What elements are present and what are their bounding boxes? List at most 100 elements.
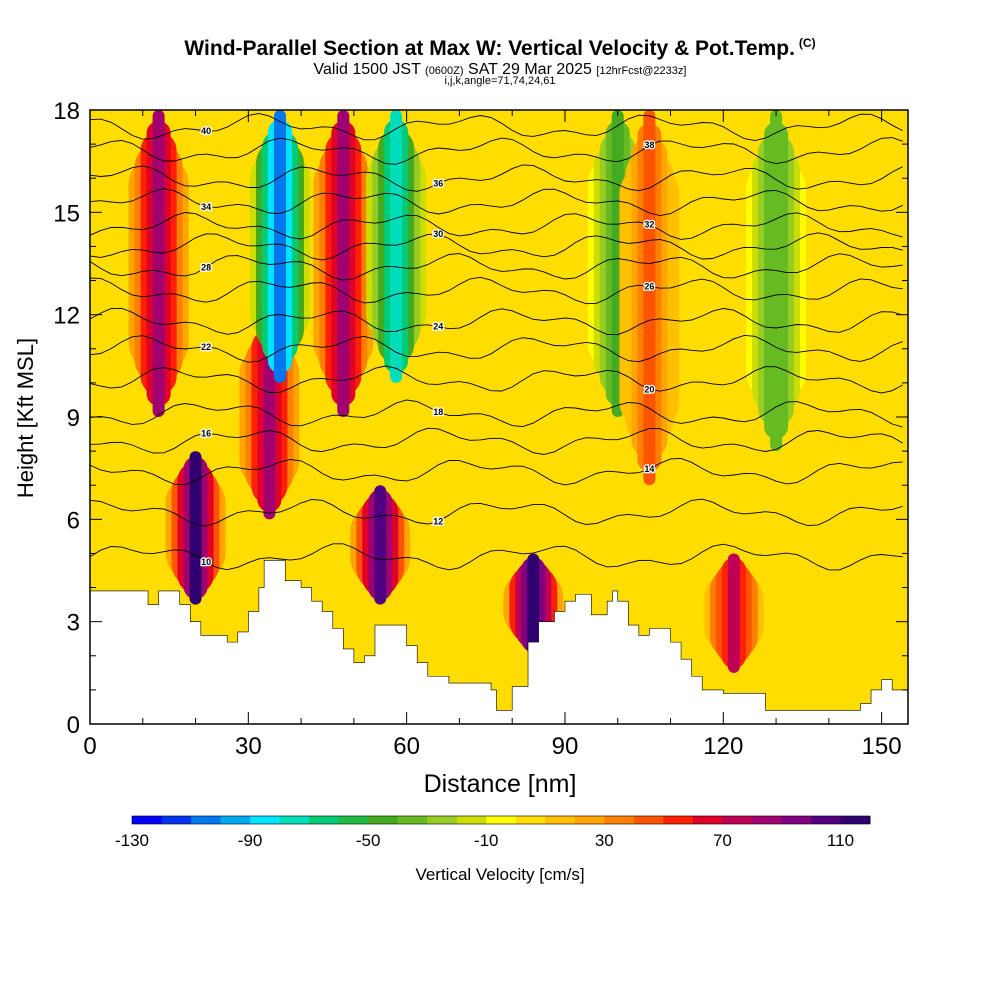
- colorbar-swatch: [338, 816, 369, 824]
- theta-contour-line: [90, 365, 903, 394]
- section-indices: i,j,k,angle=71,74,24,61: [444, 75, 556, 87]
- x-tick-label: 30: [235, 733, 262, 760]
- x-tick-label: 90: [552, 733, 579, 760]
- colorbar-swatch: [220, 816, 251, 824]
- theta-contour-label: 16: [201, 428, 211, 438]
- colorbar-swatch: [545, 816, 576, 824]
- chart-title: Wind-Parallel Section at Max W: Vertical…: [0, 36, 1000, 61]
- colorbar-swatch: [456, 816, 487, 824]
- w-cell-band: [337, 110, 350, 417]
- theta-contour-line: [90, 137, 903, 165]
- colorbar-swatch: [722, 816, 753, 824]
- colorbar-tick-label: -50: [356, 831, 381, 850]
- w-cell: [165, 451, 226, 605]
- colorbar-swatch: [692, 816, 723, 824]
- x-axis-label: Distance [nm]: [424, 770, 577, 798]
- colorbar-swatch: [751, 816, 782, 824]
- theta-contour-line: [90, 113, 903, 142]
- x-axis: 0 30 60 90 120 150: [83, 110, 902, 760]
- y-tick-label: 12: [53, 303, 80, 330]
- w-cell-band: [527, 553, 540, 656]
- terrain-shape: [90, 559, 908, 724]
- theta-contour-label: 30: [433, 229, 443, 239]
- w-cell: [366, 110, 427, 383]
- theta-contour-label: 22: [201, 342, 211, 352]
- colorbar-swatch: [633, 816, 664, 824]
- w-cell: [746, 110, 807, 452]
- theta-contour-line: [90, 212, 903, 240]
- theta-contour-label: 26: [644, 281, 654, 291]
- w-cell: [703, 553, 764, 673]
- w-cell: [313, 110, 374, 417]
- theta-contour-label: 12: [433, 516, 443, 526]
- colorbar-swatch: [161, 816, 192, 824]
- theta-contour-label: 32: [644, 219, 654, 229]
- colorbar-tick-label: -90: [238, 831, 263, 850]
- colorbar: -130 -90 -50 -10 30 70 110: [115, 815, 871, 850]
- potential-temperature-contours: 10 12 14 16 18 20 22 24 26 28 30 32 34 36 38 40: [90, 113, 903, 571]
- colorbar-border: [131, 815, 871, 825]
- theta-contour-line: [90, 307, 903, 336]
- theta-contour-line: [90, 164, 903, 192]
- theta-contour-label: 18: [433, 407, 443, 417]
- w-cell: [128, 110, 189, 417]
- w-cell-band: [152, 110, 165, 417]
- w-cell-band: [390, 110, 403, 383]
- colorbar-swatch: [191, 816, 222, 824]
- w-cell: [350, 485, 411, 605]
- w-cell-band: [374, 485, 387, 605]
- colorbar-tick-label: -130: [115, 831, 149, 850]
- theta-contour-label: 10: [201, 557, 211, 567]
- theta-contour-label: 38: [644, 140, 654, 150]
- colorbar-swatch: [309, 816, 340, 824]
- colorbar-tick-label: -10: [474, 831, 499, 850]
- terrain-mask: [90, 559, 908, 724]
- w-cell-band: [727, 553, 740, 673]
- colorbar-swatch: [574, 816, 605, 824]
- theta-contour-line: [90, 253, 903, 281]
- colorbar-tick-label: 70: [713, 831, 732, 850]
- w-cell-band: [273, 110, 286, 383]
- colorbar-swatch: [486, 816, 517, 824]
- y-tick-label: 3: [67, 610, 80, 637]
- colorbar-swatch: [810, 816, 841, 824]
- colorbar-swatch: [368, 816, 399, 824]
- y-axis-label: Height [Kft MSL]: [13, 338, 38, 498]
- theta-contour-line: [90, 399, 903, 428]
- copyright-mark: (C): [798, 36, 816, 50]
- y-tick-label: 18: [53, 98, 80, 125]
- forecast-info: [12hrFcst@2233z]: [596, 65, 687, 77]
- theta-contour-label: 20: [644, 385, 654, 395]
- theta-contour-label: 40: [201, 126, 211, 136]
- y-tick-label: 15: [53, 200, 80, 227]
- colorbar-swatch: [250, 816, 281, 824]
- colorbar-swatch: [840, 816, 871, 824]
- theta-contour-label: 34: [201, 202, 211, 212]
- colorbar-label: Vertical Velocity [cm/s]: [415, 865, 584, 884]
- theta-contour-line: [90, 188, 903, 217]
- x-tick-label: 150: [862, 733, 902, 760]
- valid-zulu: (0600Z): [425, 65, 464, 77]
- colorbar-swatch: [663, 816, 694, 824]
- y-tick-label: 9: [67, 405, 80, 432]
- x-tick-label: 0: [83, 733, 96, 760]
- theta-contour-label: 14: [644, 464, 654, 474]
- theta-contour-label: 24: [433, 322, 443, 332]
- theta-contour-label: 36: [433, 178, 443, 188]
- w-cell-band: [643, 110, 656, 486]
- colorbar-swatch: [604, 816, 635, 824]
- colorbar-swatch: [427, 816, 458, 824]
- theta-contour-line: [90, 543, 903, 571]
- colorbar-swatch: [397, 816, 428, 824]
- valid-date: SAT 29 Mar 2025: [468, 61, 592, 78]
- w-cell: [619, 110, 680, 486]
- chart-title-main: Wind-Parallel Section at Max W: Vertical…: [184, 37, 795, 60]
- y-tick-label: 6: [67, 507, 80, 534]
- theta-contour-line: [90, 276, 903, 305]
- theta-contour-line: [90, 427, 903, 455]
- valid-prefix: Valid 1500 JST: [313, 61, 421, 78]
- y-tick-label: 0: [67, 712, 80, 739]
- w-cell-band: [770, 110, 783, 452]
- theta-contour-line: [90, 457, 903, 486]
